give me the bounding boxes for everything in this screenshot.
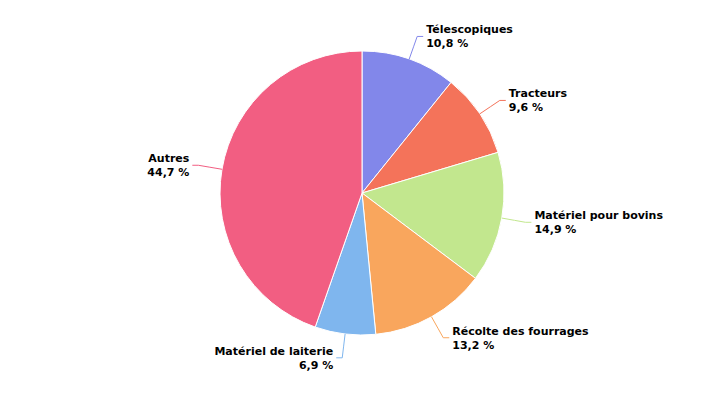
label-name: Autres — [148, 152, 189, 165]
pie-slice — [362, 193, 475, 334]
labels: Télescopiques10,8 % Tracteurs9,6 % Matérie… — [147, 23, 663, 371]
data-label: Matériel pour bovins14,9 % — [534, 209, 663, 236]
chart: Télescopiques10,8 % Tracteurs9,6 % Matérie… — [0, 0, 725, 400]
label-name: Tracteurs — [509, 87, 568, 100]
pie-slice — [220, 51, 362, 327]
leader-line — [480, 100, 506, 113]
leader-line — [409, 36, 423, 59]
label-value: 10,8 % — [426, 37, 468, 50]
data-label: Matériel de laiterie6,9 % — [214, 345, 333, 372]
label-name: Matériel de laiterie — [214, 345, 333, 358]
label-value: 13,2 % — [452, 339, 494, 352]
label-name: Matériel pour bovins — [534, 209, 663, 222]
label-name: Récolte des fourrages — [452, 325, 589, 338]
leader-line — [432, 317, 450, 338]
label-value: 14,9 % — [534, 223, 576, 236]
leader-line — [502, 218, 532, 222]
data-label: Télescopiques10,8 % — [426, 23, 513, 50]
data-label: Récolte des fourrages13,2 % — [452, 325, 589, 352]
leader-line — [192, 165, 222, 169]
label-name: Télescopiques — [426, 23, 513, 36]
data-label: Tracteurs9,6 % — [509, 87, 568, 114]
label-value: 44,7 % — [147, 166, 189, 179]
pie — [220, 51, 504, 335]
label-value: 6,9 % — [299, 359, 333, 372]
label-value: 9,6 % — [509, 101, 543, 114]
data-label: Autres44,7 % — [147, 152, 189, 179]
leader-line — [336, 334, 345, 358]
